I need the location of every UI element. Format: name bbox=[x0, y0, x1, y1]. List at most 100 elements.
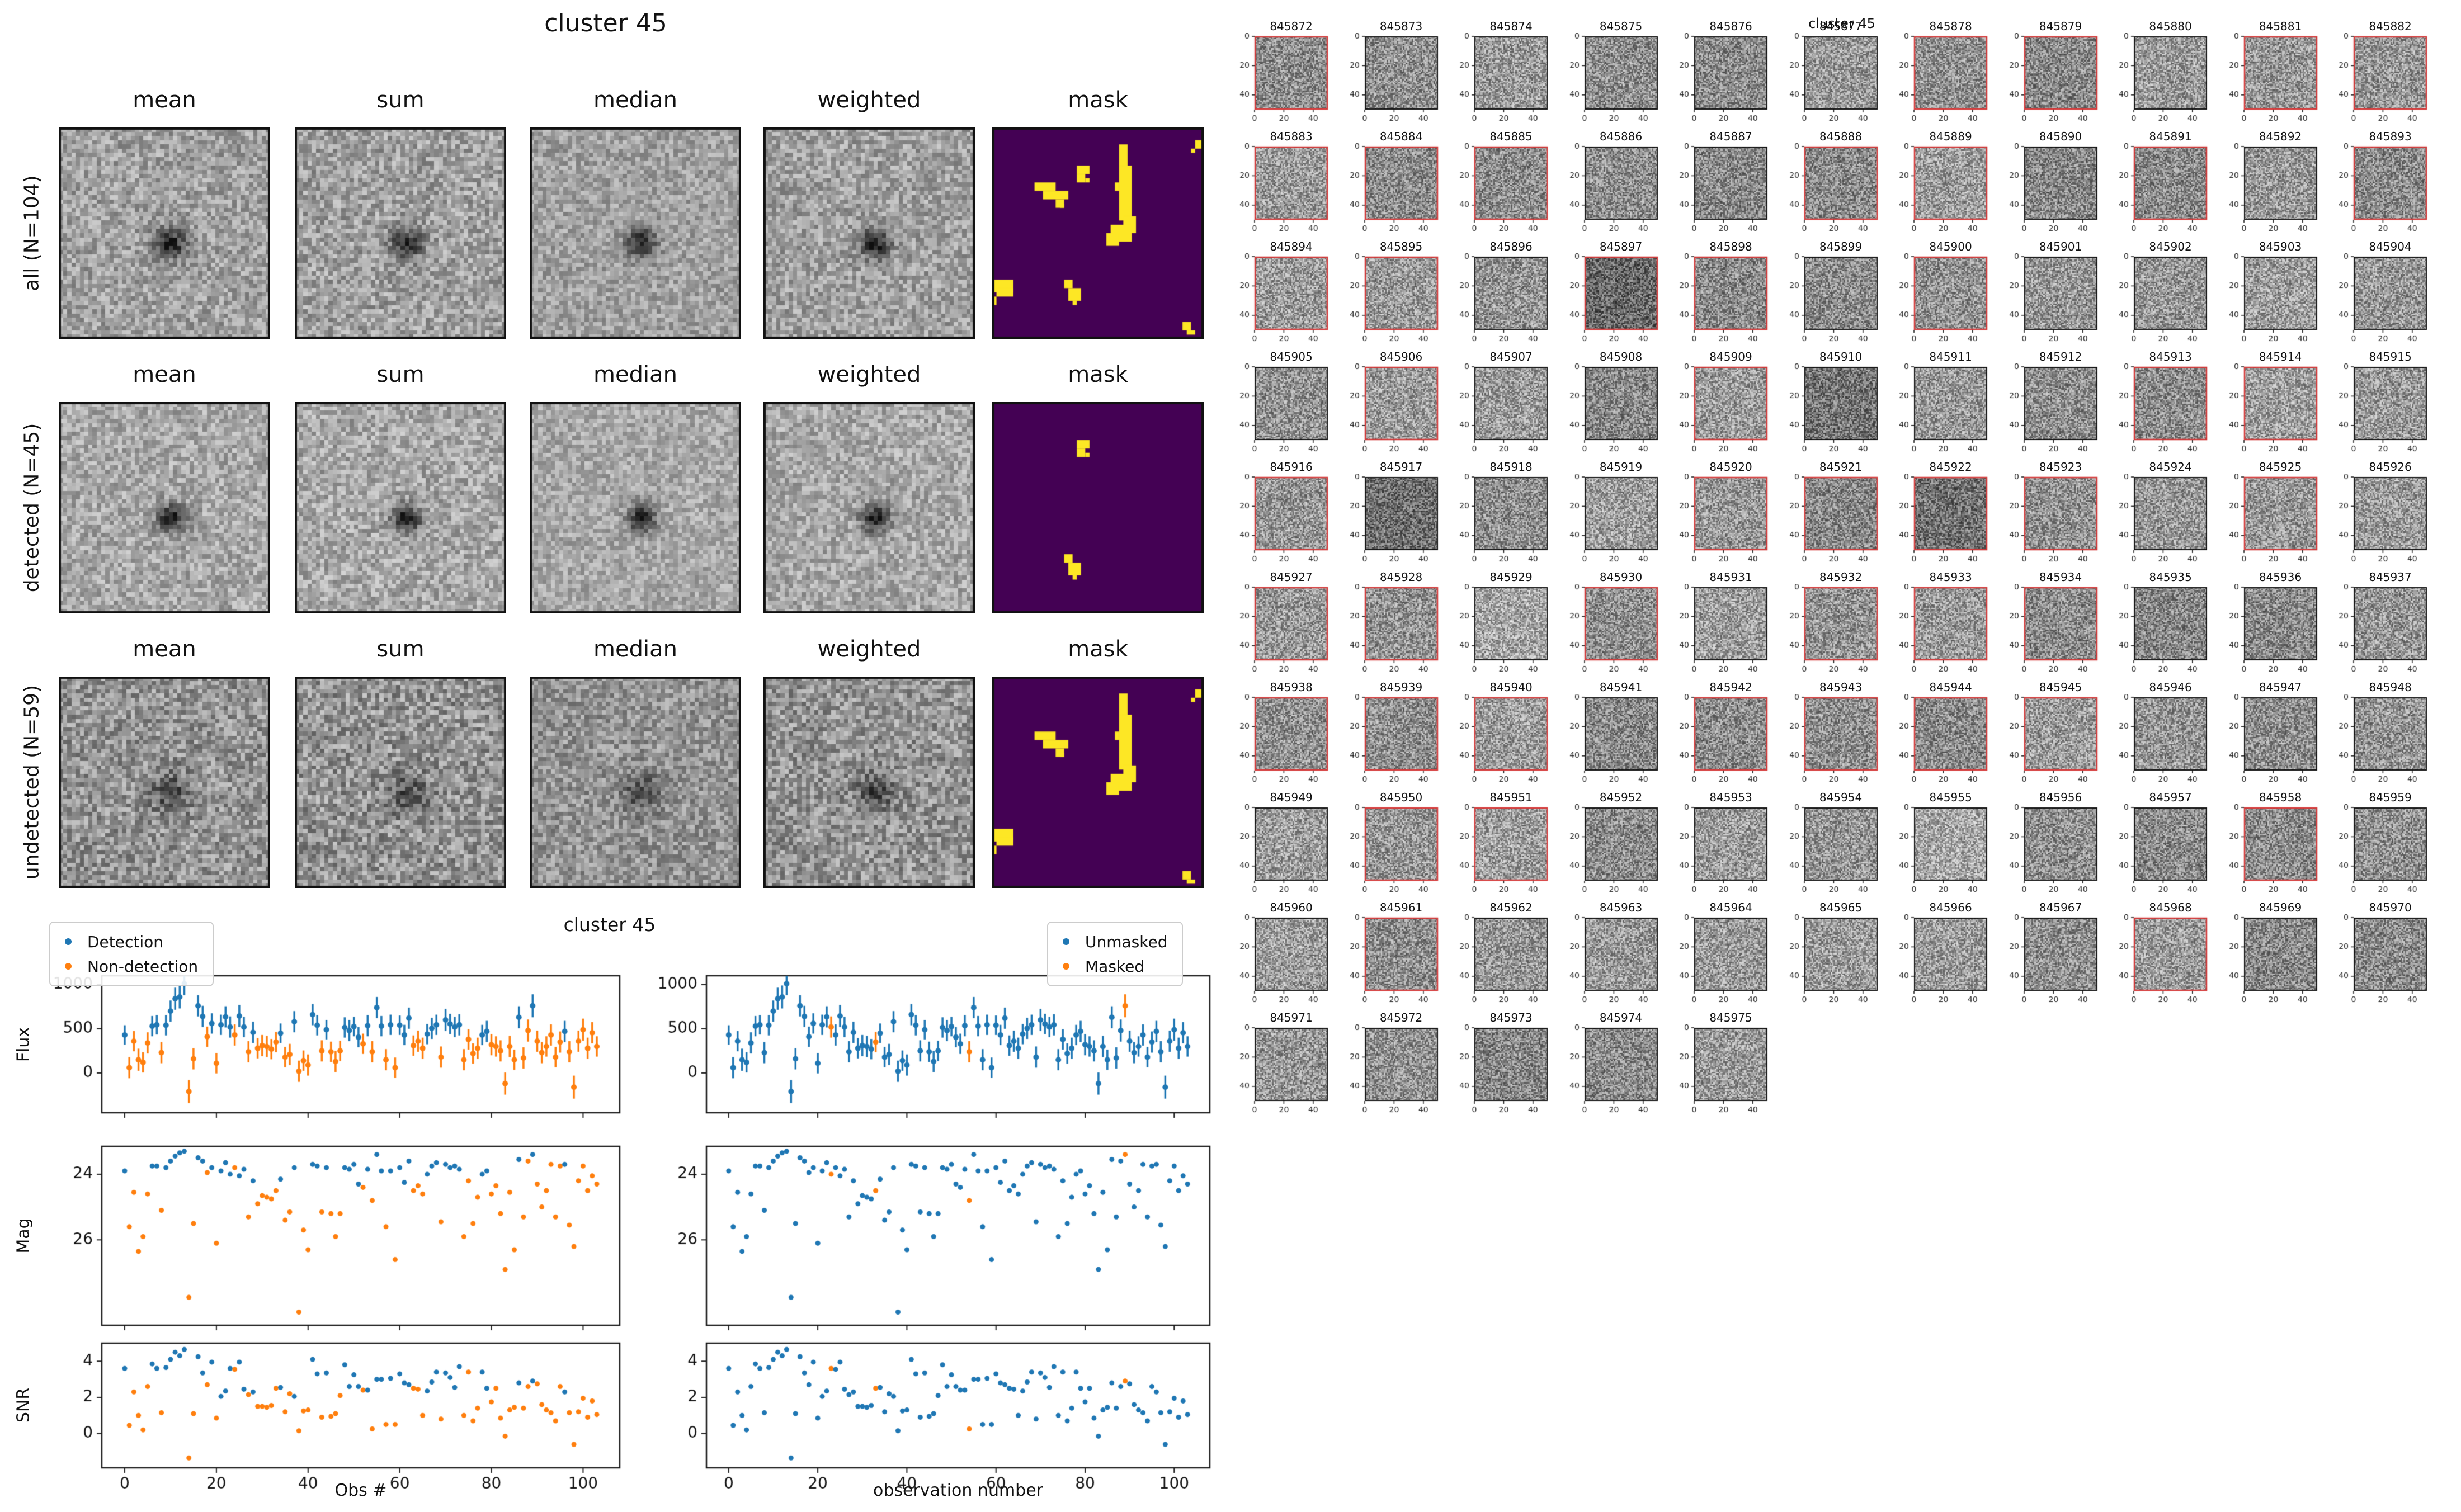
thumb-title: 845899 bbox=[1819, 240, 1863, 253]
thumb-canvas bbox=[2218, 804, 2327, 905]
thumb-title: 845969 bbox=[2259, 901, 2302, 914]
thumb-canvas bbox=[1449, 914, 1558, 1015]
stack-col-header-mean: mean bbox=[133, 636, 196, 662]
thumb-title: 845959 bbox=[2369, 791, 2412, 804]
stack-panel-canvas bbox=[763, 402, 975, 613]
thumb-title: 845879 bbox=[2039, 20, 2082, 33]
thumb-canvas bbox=[1998, 33, 2108, 134]
thumb-canvas bbox=[1998, 584, 2108, 685]
thumb-title: 845891 bbox=[2149, 130, 2192, 143]
stack-col-header-sum: sum bbox=[376, 87, 425, 113]
thumb-title: 845886 bbox=[1599, 130, 1643, 143]
snr-axis-label: SNR bbox=[13, 1387, 34, 1423]
thumb-canvas bbox=[2328, 584, 2437, 685]
stack-col-header-weighted: weighted bbox=[817, 87, 921, 113]
thumb-canvas bbox=[2109, 363, 2217, 465]
stack-col-header-weighted: weighted bbox=[817, 362, 921, 388]
thumb-title: 845970 bbox=[2369, 901, 2412, 914]
thumb-canvas bbox=[1779, 363, 1888, 465]
thumb-title: 845937 bbox=[2369, 570, 2412, 584]
thumb-title: 845929 bbox=[1489, 570, 1533, 584]
legend-item-masked: Masked bbox=[1057, 954, 1167, 979]
thumb-canvas bbox=[1339, 804, 1448, 905]
thumb-canvas bbox=[1779, 253, 1888, 355]
thumb-canvas bbox=[1449, 33, 1558, 134]
thumb-title: 845926 bbox=[2369, 460, 2412, 474]
thumb-title: 845896 bbox=[1489, 240, 1533, 253]
thumb-canvas bbox=[1998, 143, 2108, 244]
plot-canvas-mag-right bbox=[648, 1141, 1218, 1359]
thumb-title: 845930 bbox=[1599, 570, 1643, 584]
thumb-canvas bbox=[1559, 33, 1668, 134]
thumb-canvas bbox=[1339, 363, 1448, 465]
stack-panel-canvas bbox=[59, 127, 270, 339]
thumb-canvas bbox=[1669, 363, 1778, 465]
stack-panel-canvas bbox=[530, 677, 741, 888]
thumb-canvas bbox=[2218, 584, 2327, 685]
thumb-canvas bbox=[2328, 253, 2437, 355]
thumb-canvas bbox=[1229, 474, 1338, 575]
thumb-canvas bbox=[2109, 33, 2217, 134]
thumb-title: 845916 bbox=[1270, 460, 1313, 474]
thumb-canvas bbox=[2218, 694, 2327, 795]
obs-axis-label: Obs # bbox=[334, 1481, 387, 1500]
unmasked-marker-icon bbox=[1063, 938, 1069, 945]
thumb-canvas bbox=[1669, 694, 1778, 795]
thumb-canvas bbox=[1449, 1024, 1558, 1126]
thumb-canvas bbox=[1889, 253, 1997, 355]
masked-marker-icon bbox=[1063, 963, 1069, 970]
thumb-title: 845880 bbox=[2149, 20, 2192, 33]
thumb-title: 845944 bbox=[1929, 681, 1972, 694]
plot-canvas-flux-left bbox=[43, 970, 628, 1146]
stack-col-header-mask: mask bbox=[1068, 87, 1128, 113]
legend-label-non-detection: Non-detection bbox=[87, 957, 199, 976]
thumb-canvas bbox=[1669, 804, 1778, 905]
thumb-title: 845958 bbox=[2259, 791, 2302, 804]
thumb-canvas bbox=[1998, 694, 2108, 795]
thumb-title: 845934 bbox=[2039, 570, 2082, 584]
thumb-title: 845889 bbox=[1929, 130, 1972, 143]
thumb-canvas bbox=[1998, 804, 2108, 905]
thumb-title: 845895 bbox=[1379, 240, 1423, 253]
thumb-canvas bbox=[2218, 474, 2327, 575]
thumb-title: 845971 bbox=[1270, 1011, 1313, 1024]
stack-panel-canvas bbox=[295, 402, 506, 613]
stack-panel-canvas bbox=[59, 402, 270, 613]
thumb-canvas bbox=[2218, 914, 2327, 1015]
thumb-canvas bbox=[2109, 694, 2217, 795]
thumb-canvas bbox=[1669, 914, 1778, 1015]
thumb-title: 845968 bbox=[2149, 901, 2192, 914]
thumb-title: 845972 bbox=[1379, 1011, 1423, 1024]
thumb-title: 845901 bbox=[2039, 240, 2082, 253]
thumb-canvas bbox=[1998, 253, 2108, 355]
legend-label-unmasked: Unmasked bbox=[1085, 932, 1168, 951]
thumb-canvas bbox=[1559, 584, 1668, 685]
thumb-canvas bbox=[1889, 804, 1997, 905]
legend-label-detection: Detection bbox=[87, 932, 164, 951]
thumb-title: 845897 bbox=[1599, 240, 1643, 253]
plot-canvas-mag-left bbox=[43, 1141, 628, 1359]
thumb-canvas bbox=[1449, 474, 1558, 575]
thumb-canvas bbox=[1229, 33, 1338, 134]
thumb-canvas bbox=[1559, 914, 1668, 1015]
thumb-title: 845872 bbox=[1270, 20, 1313, 33]
legend-label-masked: Masked bbox=[1085, 957, 1145, 976]
thumb-title: 845947 bbox=[2259, 681, 2302, 694]
stack-panel-canvas bbox=[295, 127, 506, 339]
thumb-canvas bbox=[1449, 804, 1558, 905]
thumb-canvas bbox=[2328, 33, 2437, 134]
thumb-title: 845960 bbox=[1270, 901, 1313, 914]
thumb-canvas bbox=[2218, 363, 2327, 465]
thumb-title: 845964 bbox=[1709, 901, 1752, 914]
thumb-title: 845882 bbox=[2369, 20, 2412, 33]
thumb-canvas bbox=[1779, 584, 1888, 685]
thumb-canvas bbox=[1559, 804, 1668, 905]
legend-item-detection: Detection bbox=[59, 929, 198, 954]
thumb-title: 845914 bbox=[2259, 350, 2302, 363]
thumb-title: 845908 bbox=[1599, 350, 1643, 363]
thumb-title: 845900 bbox=[1929, 240, 1972, 253]
stack-col-header-mean: mean bbox=[133, 87, 196, 113]
thumb-canvas bbox=[2328, 474, 2437, 575]
legend-item-non-detection: Non-detection bbox=[59, 954, 198, 979]
thumb-canvas bbox=[2328, 363, 2437, 465]
